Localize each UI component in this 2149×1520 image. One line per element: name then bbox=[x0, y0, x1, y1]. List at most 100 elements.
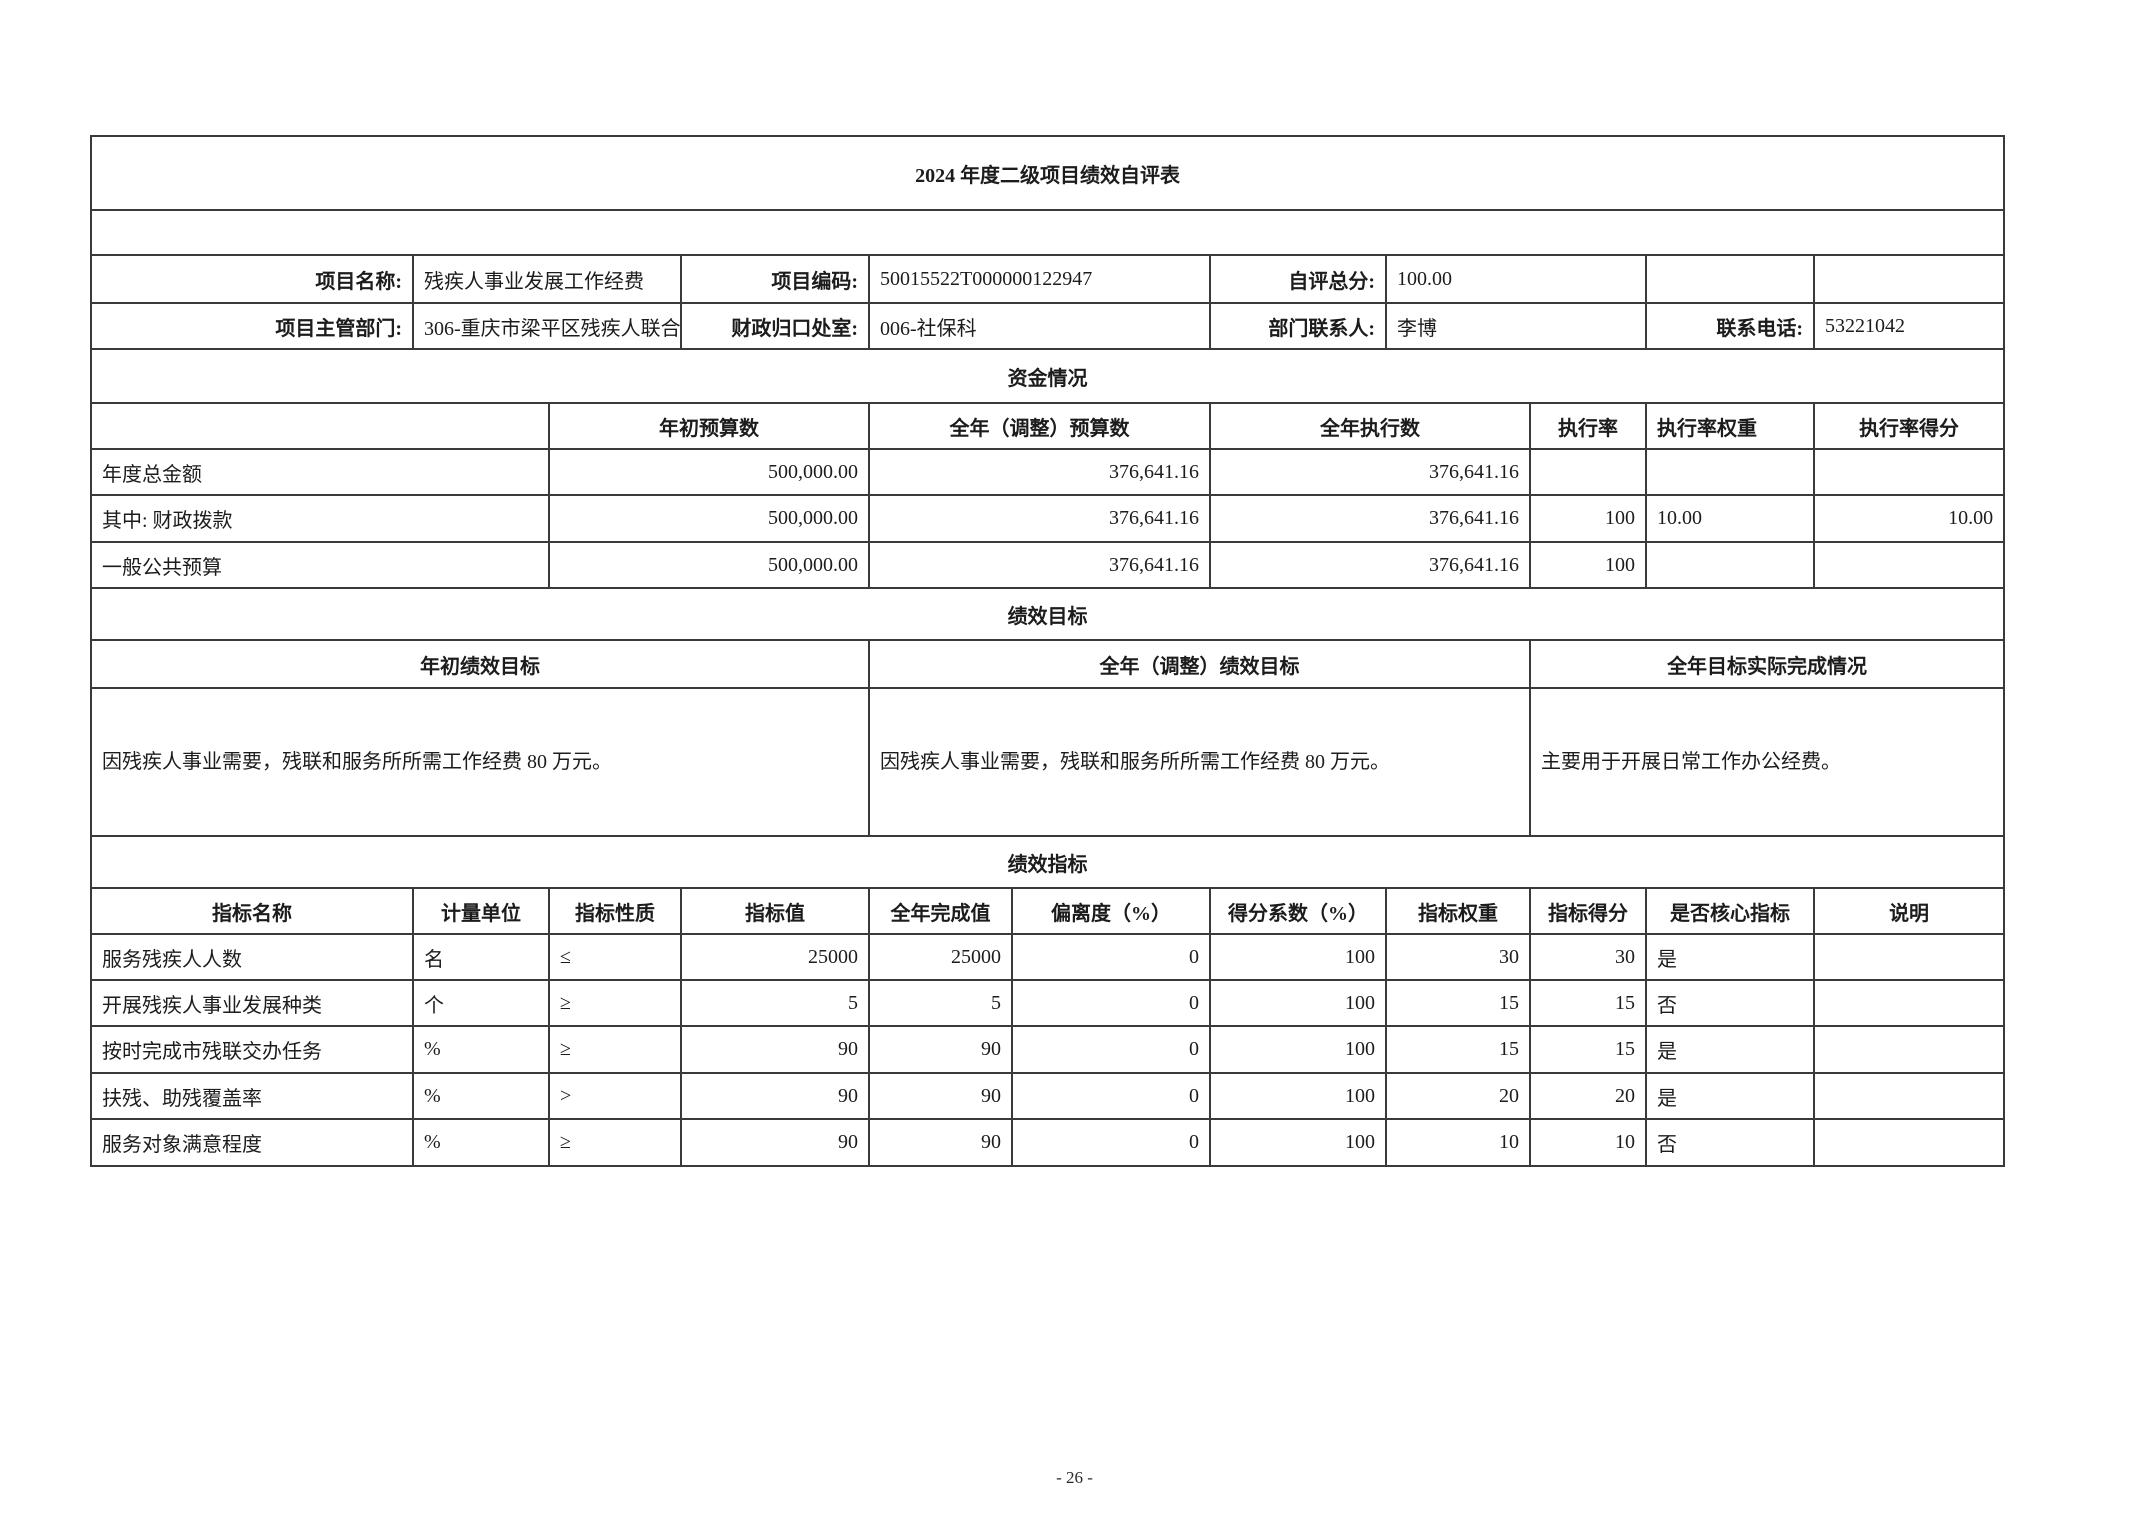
indicator-core: 是 bbox=[1645, 1025, 1815, 1074]
indicator-score: 15 bbox=[1529, 979, 1647, 1027]
dept-label: 项目主管部门: bbox=[90, 302, 414, 350]
indicator-completed: 90 bbox=[868, 1118, 1013, 1167]
indicator-name: 服务对象满意程度 bbox=[90, 1118, 414, 1167]
indicator-nature: ≥ bbox=[548, 979, 682, 1027]
indicator-completed: 5 bbox=[868, 979, 1013, 1027]
blank-cell bbox=[1812, 254, 2006, 304]
funding-row-label: 年度总金额 bbox=[90, 448, 550, 496]
indicator-row: 开展残疾人事业发展种类 个 ≥ 5 5 0 100 15 15 否 bbox=[90, 979, 2006, 1027]
indicator-row: 服务对象满意程度 % ≥ 90 90 0 100 10 10 否 bbox=[90, 1118, 2006, 1167]
indicator-unit: % bbox=[412, 1025, 550, 1074]
blank-cell bbox=[1645, 254, 1815, 304]
indicator-target: 90 bbox=[680, 1025, 870, 1074]
funding-adjusted-value: 376,641.16 bbox=[868, 448, 1211, 496]
indicator-header-weight: 指标权重 bbox=[1385, 887, 1531, 935]
indicator-note bbox=[1812, 933, 2006, 981]
funding-adjusted-value: 376,641.16 bbox=[868, 541, 1211, 589]
contact-label: 部门联系人: bbox=[1209, 302, 1387, 350]
self-score-value: 100.00 bbox=[1385, 254, 1647, 304]
funding-row-label: 一般公共预算 bbox=[90, 541, 550, 589]
indicator-header-name: 指标名称 bbox=[90, 887, 414, 935]
goals-adjusted-text: 因残疾人事业需要，残联和服务所所需工作经费 80 万元。 bbox=[868, 687, 1531, 837]
dept-value: 306-重庆市梁平区残疾人联合会 bbox=[412, 302, 682, 350]
indicator-header-deviation: 偏离度（%） bbox=[1011, 887, 1211, 935]
goals-header-adjusted: 全年（调整）绩效目标 bbox=[868, 639, 1531, 689]
indicator-coefficient: 100 bbox=[1209, 933, 1387, 981]
contact-value: 李博 bbox=[1385, 302, 1647, 350]
funding-header-rate-weight: 执行率权重 bbox=[1645, 402, 1815, 450]
indicator-nature: ≥ bbox=[548, 1118, 682, 1167]
funding-rate-weight-value bbox=[1645, 541, 1815, 589]
funding-rate-value: 100 bbox=[1529, 541, 1647, 589]
indicator-core: 是 bbox=[1645, 933, 1815, 981]
indicator-weight: 10 bbox=[1385, 1118, 1531, 1167]
funding-row: 一般公共预算 500,000.00 376,641.16 376,641.16 … bbox=[90, 541, 2006, 589]
indicator-note bbox=[1812, 1118, 2006, 1167]
indicator-nature: > bbox=[548, 1072, 682, 1120]
funding-section-title: 资金情况 bbox=[89, 348, 2006, 404]
indicator-deviation: 0 bbox=[1011, 1118, 1211, 1167]
indicator-score: 10 bbox=[1529, 1118, 1647, 1167]
indicator-target: 5 bbox=[680, 979, 870, 1027]
page-number: - 26 - bbox=[1056, 1468, 1093, 1487]
indicator-header-target: 指标值 bbox=[680, 887, 870, 935]
funding-initial-value: 500,000.00 bbox=[548, 541, 870, 589]
funding-rate-value bbox=[1529, 448, 1647, 496]
indicator-header-score: 指标得分 bbox=[1529, 887, 1647, 935]
indicator-coefficient: 100 bbox=[1209, 1025, 1387, 1074]
self-evaluation-table: 2024 年度二级项目绩效自评表 项目名称: 残疾人事业发展工作经费 项目编码:… bbox=[89, 135, 2006, 1167]
indicator-deviation: 0 bbox=[1011, 933, 1211, 981]
indicator-target: 25000 bbox=[680, 933, 870, 981]
funding-rate-score-value bbox=[1812, 541, 2006, 589]
funding-header-initial: 年初预算数 bbox=[548, 402, 870, 450]
funding-header-rate-score: 执行率得分 bbox=[1812, 402, 2006, 450]
indicator-unit: 个 bbox=[412, 979, 550, 1027]
indicator-completed: 90 bbox=[868, 1025, 1013, 1074]
funding-adjusted-value: 376,641.16 bbox=[868, 494, 1211, 543]
project-name-label: 项目名称: bbox=[90, 254, 414, 304]
indicator-note bbox=[1812, 1025, 2006, 1074]
indicator-unit: % bbox=[412, 1072, 550, 1120]
goals-header-actual: 全年目标实际完成情况 bbox=[1528, 639, 2006, 689]
indicator-coefficient: 100 bbox=[1209, 1072, 1387, 1120]
funding-row-label: 其中: 财政拨款 bbox=[90, 494, 550, 543]
indicator-header-coefficient: 得分系数（%） bbox=[1209, 887, 1387, 935]
indicator-score: 15 bbox=[1529, 1025, 1647, 1074]
indicator-core: 是 bbox=[1645, 1072, 1815, 1120]
funding-row: 其中: 财政拨款 500,000.00 376,641.16 376,641.1… bbox=[90, 494, 2006, 543]
funding-header-blank bbox=[90, 402, 550, 450]
indicator-nature: ≥ bbox=[548, 1025, 682, 1074]
indicator-core: 否 bbox=[1645, 1118, 1815, 1167]
indicator-note bbox=[1812, 979, 2006, 1027]
indicator-header-completed: 全年完成值 bbox=[868, 887, 1013, 935]
indicator-coefficient: 100 bbox=[1209, 1118, 1387, 1167]
indicator-header-note: 说明 bbox=[1812, 887, 2006, 935]
funding-initial-value: 500,000.00 bbox=[548, 494, 870, 543]
indicators-section-title: 绩效指标 bbox=[89, 835, 2006, 889]
indicator-header-unit: 计量单位 bbox=[412, 887, 550, 935]
indicator-weight: 15 bbox=[1385, 979, 1531, 1027]
project-name-value: 残疾人事业发展工作经费 bbox=[412, 254, 682, 304]
indicator-target: 90 bbox=[680, 1118, 870, 1167]
funding-rate-weight-value: 10.00 bbox=[1645, 494, 1815, 543]
indicator-unit: 名 bbox=[412, 933, 550, 981]
finance-office-value: 006-社保科 bbox=[868, 302, 1211, 350]
indicator-name: 服务残疾人人数 bbox=[90, 933, 414, 981]
goals-initial-text: 因残疾人事业需要，残联和服务所所需工作经费 80 万元。 bbox=[90, 687, 870, 837]
indicator-deviation: 0 bbox=[1011, 1072, 1211, 1120]
funding-header-adjusted: 全年（调整）预算数 bbox=[868, 402, 1211, 450]
indicator-header-nature: 指标性质 bbox=[548, 887, 682, 935]
indicator-row: 按时完成市残联交办任务 % ≥ 90 90 0 100 15 15 是 bbox=[90, 1025, 2006, 1074]
indicator-score: 20 bbox=[1529, 1072, 1647, 1120]
indicator-row: 服务残疾人人数 名 ≤ 25000 25000 0 100 30 30 是 bbox=[90, 933, 2006, 981]
funding-row: 年度总金额 500,000.00 376,641.16 376,641.16 bbox=[90, 448, 2006, 496]
indicator-target: 90 bbox=[680, 1072, 870, 1120]
indicator-name: 开展残疾人事业发展种类 bbox=[90, 979, 414, 1027]
funding-executed-value: 376,641.16 bbox=[1209, 541, 1531, 589]
funding-executed-value: 376,641.16 bbox=[1209, 448, 1531, 496]
indicator-weight: 30 bbox=[1385, 933, 1531, 981]
indicator-completed: 25000 bbox=[868, 933, 1013, 981]
phone-value: 53221042 bbox=[1812, 302, 2006, 350]
funding-header-rate: 执行率 bbox=[1529, 402, 1647, 450]
funding-rate-value: 100 bbox=[1529, 494, 1647, 543]
